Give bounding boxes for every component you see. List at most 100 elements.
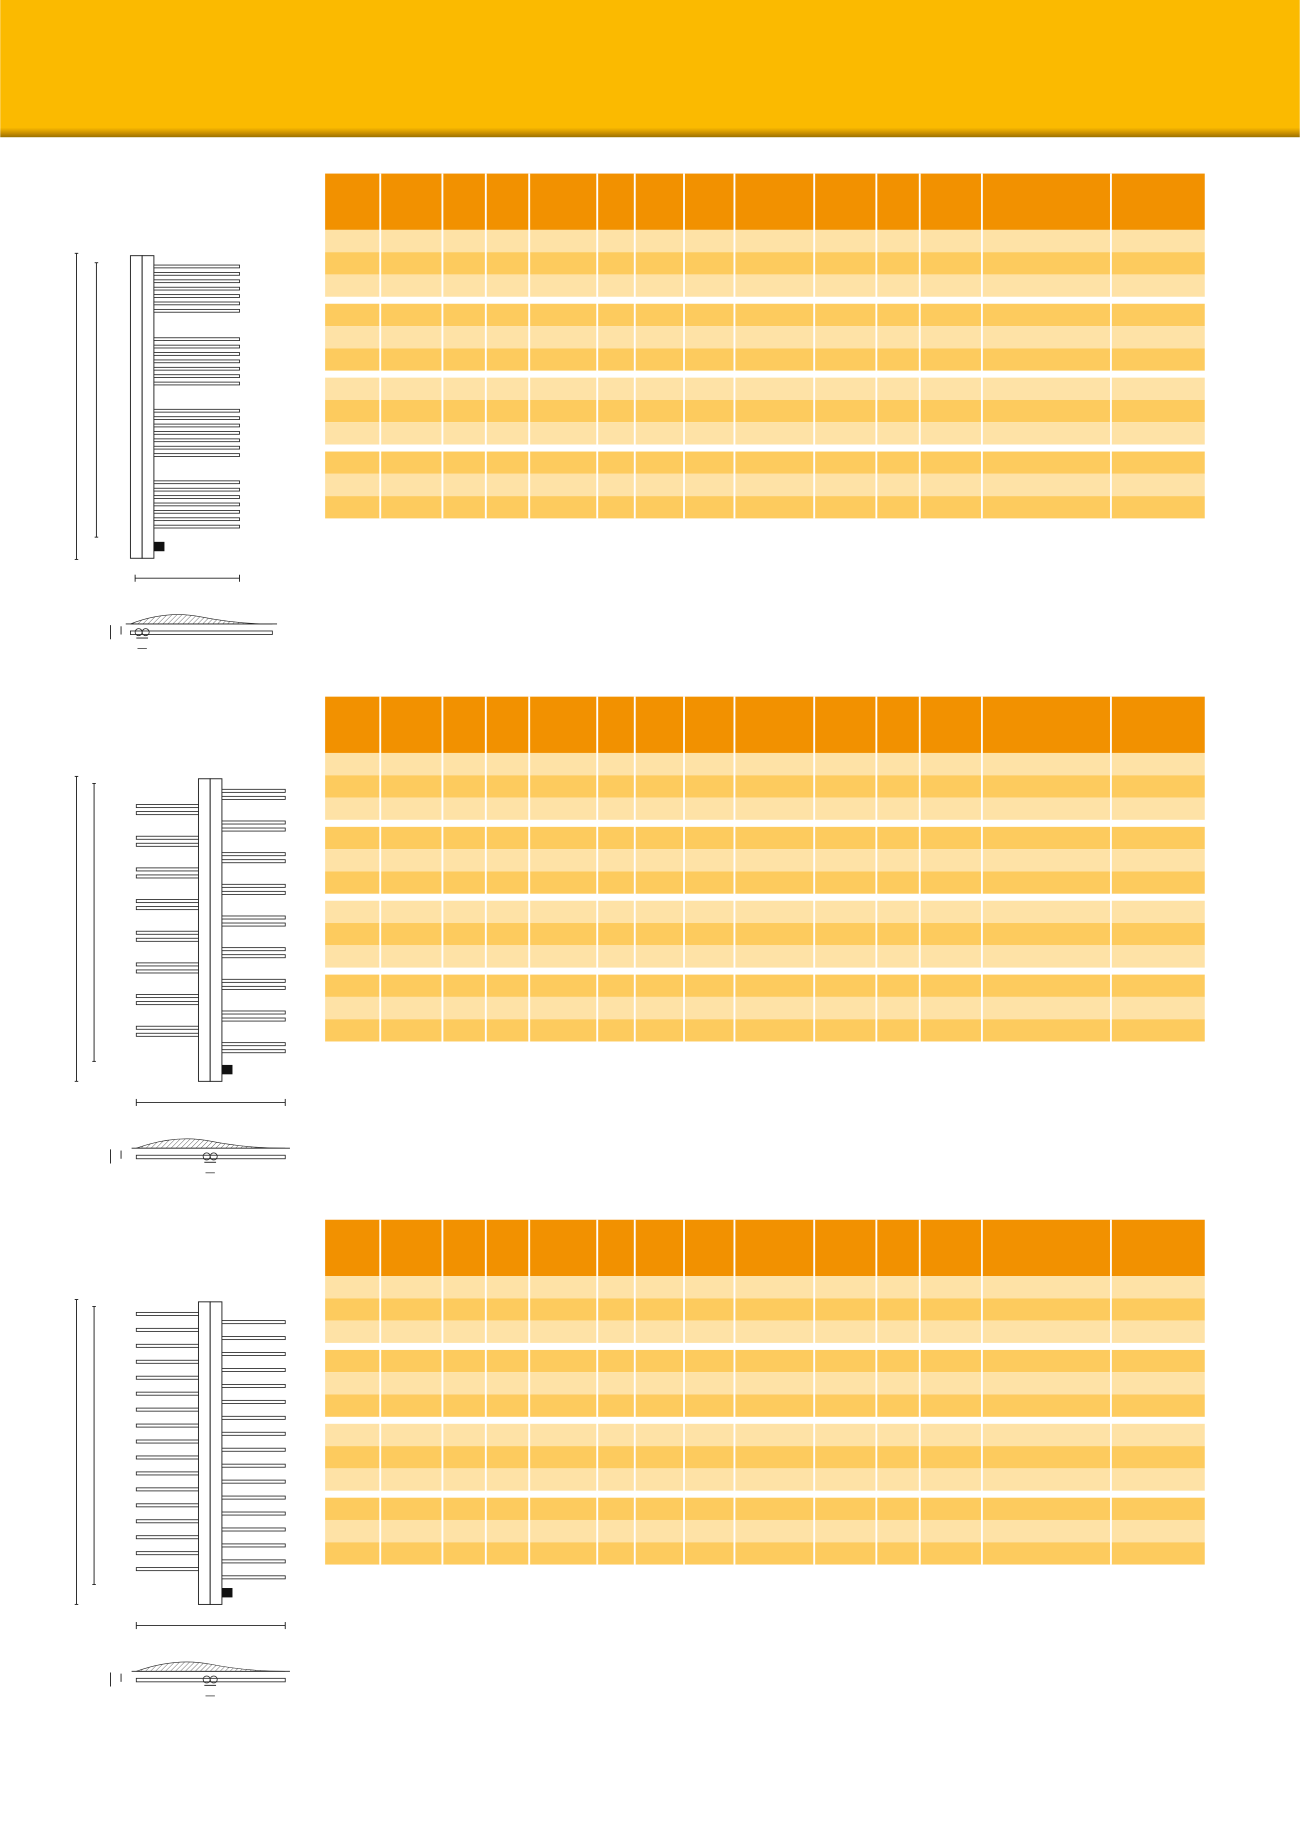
- towel-bar: [221, 1049, 286, 1054]
- table-row: [325, 422, 1205, 445]
- spec-table: [325, 173, 1205, 519]
- towel-bar: [135, 1535, 199, 1540]
- towel-bar: [153, 423, 240, 428]
- table-row: [325, 1320, 1205, 1343]
- towel-bar: [221, 852, 286, 857]
- table-row: [325, 1519, 1205, 1543]
- towel-bar: [153, 264, 240, 269]
- towel-bar: [221, 827, 286, 832]
- towel-bar: [135, 1032, 199, 1037]
- towel-bar: [135, 1551, 199, 1556]
- radiator-body: [209, 778, 223, 1082]
- table-row: [325, 326, 1205, 349]
- towel-bar: [221, 859, 286, 864]
- towel-bar: [153, 308, 240, 313]
- towel-bar: [153, 487, 240, 492]
- table-row: [325, 303, 1205, 327]
- towel-bar: [135, 1343, 199, 1348]
- towel-bar: [153, 294, 240, 298]
- towel-bar: [153, 517, 240, 522]
- towel-bar: [221, 922, 286, 927]
- valve: [221, 1588, 233, 1598]
- towel-bar: [221, 820, 286, 825]
- table-row: [325, 252, 1205, 275]
- towel-bar: [221, 1383, 286, 1388]
- table-row: [325, 377, 1205, 400]
- towel-bar: [135, 835, 199, 840]
- table-header: [325, 173, 1205, 230]
- towel-bar: [221, 915, 286, 920]
- towel-bar: [221, 1415, 286, 1420]
- towel-bar: [221, 1575, 286, 1580]
- towel-bar: [153, 381, 240, 386]
- table-row: [325, 1497, 1205, 1520]
- towel-bar: [221, 1320, 286, 1325]
- table-row: [325, 826, 1205, 850]
- header-band: [0, 0, 1300, 138]
- towel-bar: [153, 374, 240, 378]
- towel-bar: [221, 1447, 286, 1452]
- wall-hatch: [130, 614, 273, 625]
- towel-bar: [221, 1559, 286, 1564]
- towel-bar: [221, 1495, 286, 1500]
- towel-bar: [135, 962, 199, 967]
- towel-bar: [221, 947, 286, 952]
- table-row: [325, 797, 1205, 820]
- table-row: [325, 1394, 1205, 1417]
- towel-bar: [221, 1010, 286, 1015]
- towel-bar: [135, 906, 199, 911]
- towel-bar: [135, 874, 199, 879]
- table-row: [325, 945, 1205, 968]
- radiator-body: [197, 778, 211, 1082]
- towel-bar: [153, 480, 240, 485]
- table-row: [325, 775, 1205, 798]
- towel-bar: [221, 1352, 286, 1356]
- towel-bar: [221, 1527, 286, 1532]
- table-row: [325, 1298, 1205, 1321]
- towel-bar: [135, 1311, 199, 1316]
- towel-bar: [221, 795, 286, 800]
- radiator-body: [197, 1301, 211, 1605]
- towel-bar: [135, 804, 199, 809]
- table-row: [325, 1349, 1205, 1373]
- radiator-plan: [130, 630, 273, 635]
- table-row: [325, 1542, 1205, 1565]
- table-header: [325, 696, 1205, 753]
- wall-hatch: [136, 1138, 286, 1149]
- wall-hatch: [136, 1661, 286, 1672]
- towel-bar: [153, 272, 240, 276]
- table-row: [325, 849, 1205, 872]
- towel-bar: [153, 337, 240, 342]
- valve-symbol: [209, 1675, 218, 1684]
- towel-bar: [221, 985, 286, 990]
- towel-bar: [221, 1479, 286, 1484]
- towel-bar: [221, 1368, 286, 1372]
- towel-bar: [153, 510, 240, 514]
- towel-bar: [221, 1543, 286, 1548]
- towel-bar: [221, 978, 286, 983]
- towel-bar: [135, 867, 199, 872]
- towel-bar: [135, 811, 199, 816]
- towel-bar: [221, 1431, 286, 1436]
- table-row: [325, 996, 1205, 1020]
- towel-bar: [153, 286, 240, 291]
- table-row: [325, 274, 1205, 297]
- towel-bar: [221, 1017, 286, 1022]
- towel-bar: [135, 969, 199, 974]
- towel-bar: [135, 1001, 199, 1006]
- towel-bar: [153, 438, 240, 443]
- towel-bar: [135, 1359, 199, 1364]
- towel-bar: [221, 1463, 286, 1468]
- towel-bar: [153, 279, 240, 284]
- table-row: [325, 348, 1205, 371]
- towel-bar: [153, 366, 240, 371]
- table-row: [325, 1276, 1205, 1299]
- towel-bar: [153, 524, 240, 529]
- towel-bar: [135, 1455, 199, 1460]
- table-row: [325, 974, 1205, 997]
- table-row: [325, 451, 1205, 474]
- table-row: [325, 496, 1205, 519]
- towel-bar: [135, 1567, 199, 1572]
